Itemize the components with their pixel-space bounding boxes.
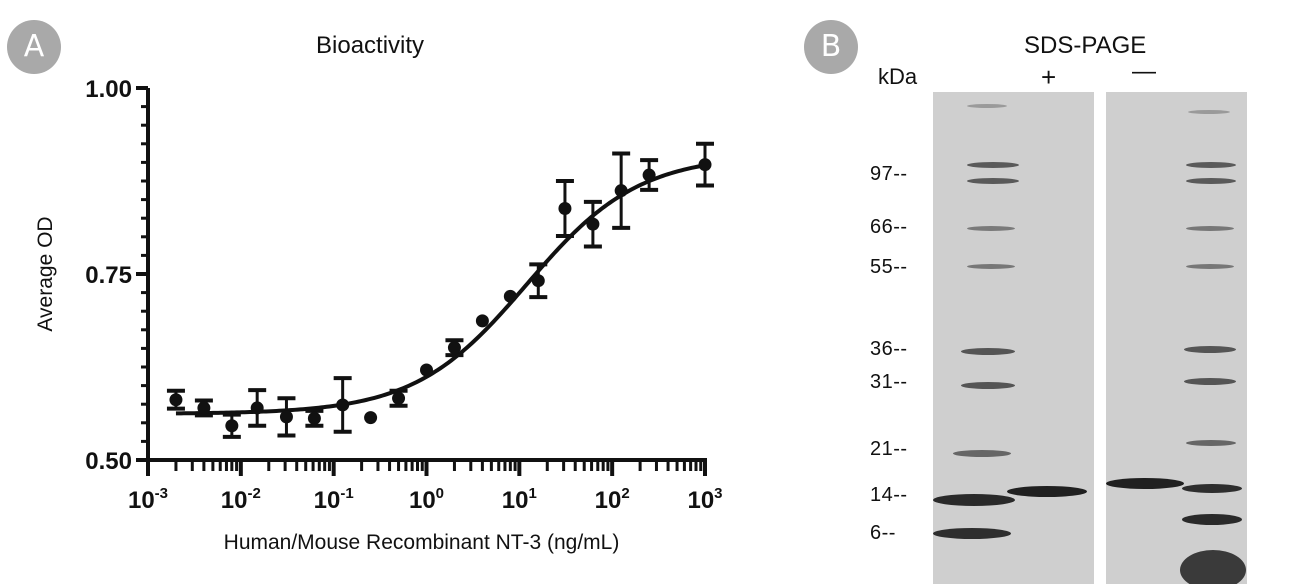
y-axis-label: Average OD: [34, 216, 57, 331]
data-point: [225, 419, 239, 433]
ladder-band: [967, 264, 1015, 269]
nt3-band-nonreduced: [1106, 478, 1184, 489]
panel-b-badge: B: [804, 20, 858, 74]
y-tick-label: 0.75: [85, 262, 132, 289]
data-point: [447, 341, 461, 355]
y-tick-label: 0.50: [85, 448, 132, 475]
ladder-band: [933, 494, 1015, 506]
gel-title: SDS-PAGE: [1024, 32, 1147, 59]
data-point: [586, 217, 600, 231]
data-point: [558, 202, 572, 216]
ladder-band: [1184, 346, 1236, 353]
fit-curve-layer: [175, 163, 706, 416]
nt3-band-reduced: [1007, 486, 1087, 497]
data-point: [614, 184, 628, 198]
ladder-band: [967, 178, 1019, 184]
marker-label-55: 55--: [870, 256, 908, 278]
lane-label-plus: +: [1041, 62, 1057, 92]
data-point: [279, 410, 293, 424]
ladder-band: [1186, 440, 1236, 446]
data-point: [475, 314, 489, 328]
panel-a-badge: A: [7, 20, 61, 74]
data-point: [698, 158, 712, 172]
data-point: [307, 411, 321, 425]
x-axis-label: Human/Mouse Recombinant NT-3 (ng/mL): [224, 531, 620, 554]
data-point: [642, 168, 656, 182]
ladder-band: [1182, 514, 1242, 525]
data-points-layer: [166, 141, 714, 439]
data-point: [503, 289, 517, 303]
data-point: [197, 401, 211, 415]
gel-image-nonreduced: [1106, 92, 1247, 584]
marker-label-21: 21--: [870, 438, 908, 460]
ladder-band: [967, 104, 1007, 108]
ladder-band: [1186, 264, 1234, 269]
ladder-band: [933, 528, 1011, 539]
lane-label-minus: —: [1132, 58, 1156, 85]
ladder-band: [967, 226, 1015, 231]
x-tick-label: 10-1: [314, 485, 354, 514]
x-tick-label: 10-3: [128, 485, 168, 514]
data-point: [392, 391, 406, 405]
ladder-band: [961, 348, 1015, 355]
ladder-band: [961, 382, 1015, 389]
data-point: [531, 274, 545, 288]
ladder-band: [1182, 484, 1242, 493]
x-tick-label: 103: [687, 485, 722, 514]
x-tick-label: 101: [502, 485, 537, 514]
kda-label: kDa: [878, 64, 918, 89]
ladder-band: [1180, 550, 1246, 584]
y-tick-label: 1.00: [85, 76, 132, 103]
marker-label-14: 14--: [870, 484, 908, 506]
marker-label-36: 36--: [870, 338, 908, 360]
chart-title: Bioactivity: [316, 32, 425, 59]
gel-image-reduced: [933, 92, 1094, 584]
marker-label-6: 6--: [870, 522, 896, 544]
ladder-band: [1186, 226, 1234, 231]
marker-label-31: 31--: [870, 371, 908, 393]
axis-labels-layer: 0.50 0.75 1.00 10-3 10-2 10-1 100 101 102 103 Huma…: [34, 76, 723, 554]
data-point: [364, 411, 378, 425]
x-tick-label: 100: [409, 485, 444, 514]
ladder-band: [1188, 110, 1230, 114]
x-tick-label: 10-2: [221, 485, 261, 514]
ladder-band: [953, 450, 1011, 457]
ladder-band: [1186, 178, 1236, 184]
chart-axes: [136, 86, 707, 476]
ladder-band: [1184, 378, 1236, 385]
marker-label-66: 66--: [870, 216, 908, 238]
data-point: [336, 398, 350, 412]
data-point: [169, 393, 183, 407]
ladder-band: [1186, 162, 1236, 168]
ladder-band: [967, 162, 1019, 168]
fit-curve: [175, 163, 706, 416]
marker-label-97: 97--: [870, 163, 908, 185]
data-point: [250, 401, 264, 415]
bioactivity-chart: 0.50 0.75 1.00 10-3 10-2 10-1 100 101 102 103 Huma…: [34, 76, 723, 554]
data-point: [420, 363, 433, 377]
x-tick-label: 102: [595, 485, 630, 514]
